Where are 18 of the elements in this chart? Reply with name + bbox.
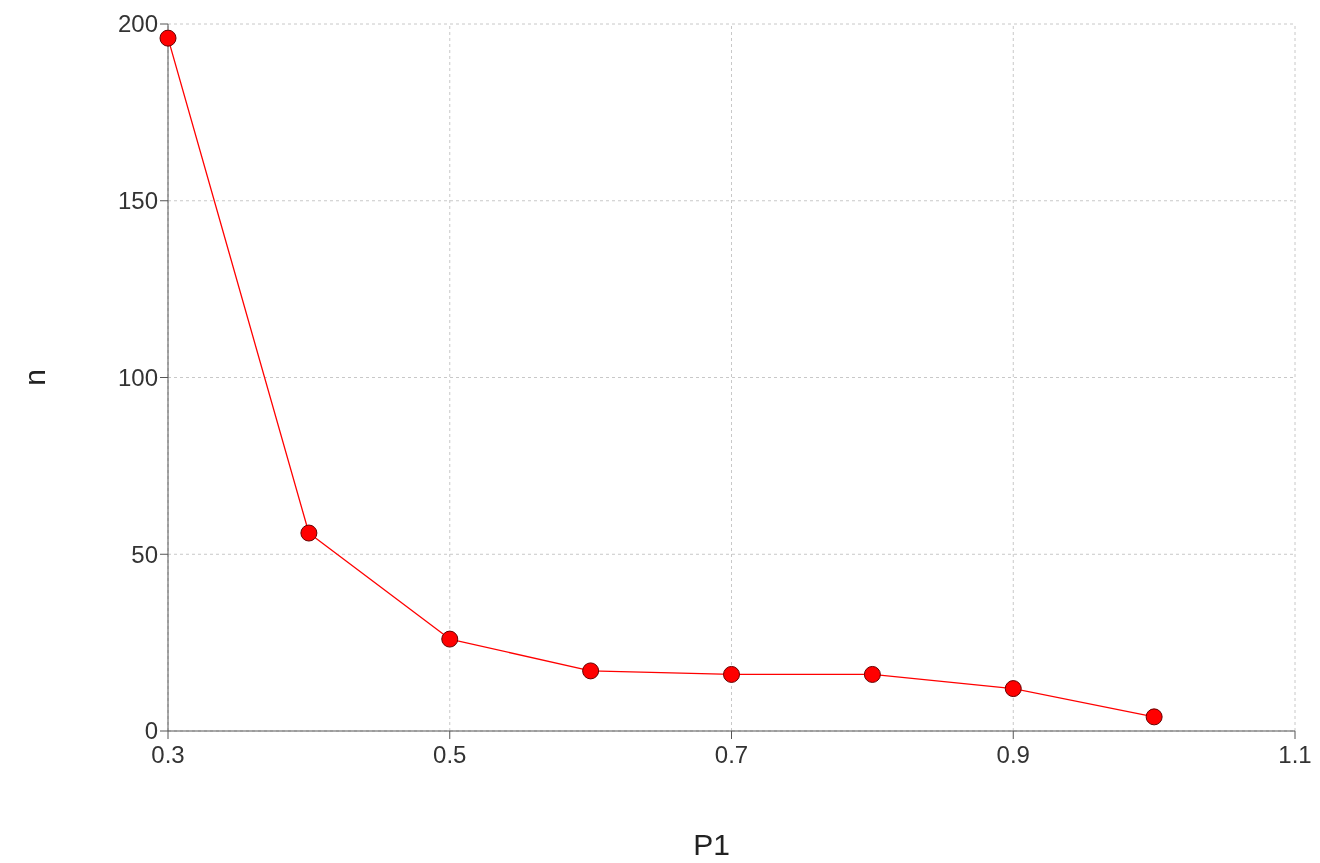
y-axis-title: n xyxy=(18,369,51,386)
point xyxy=(1145,708,1163,726)
x-axis-title: P1 xyxy=(693,828,730,861)
y-tick-label: 200 xyxy=(117,10,158,38)
x-tick-label: 0.7 xyxy=(714,741,749,768)
point xyxy=(159,29,177,47)
y-tick-label: 150 xyxy=(117,187,158,215)
x-tick-label: 1.1 xyxy=(1278,741,1312,768)
y-tick-label: 100 xyxy=(117,363,158,391)
point xyxy=(582,662,600,680)
x-tick-label: 0.5 xyxy=(433,741,467,768)
point xyxy=(1004,680,1022,698)
point xyxy=(441,630,459,648)
y-tick-label: 50 xyxy=(131,540,158,568)
x-tick-label: 0.9 xyxy=(996,741,1030,768)
point xyxy=(300,524,318,542)
point xyxy=(723,665,740,683)
point xyxy=(863,665,881,683)
